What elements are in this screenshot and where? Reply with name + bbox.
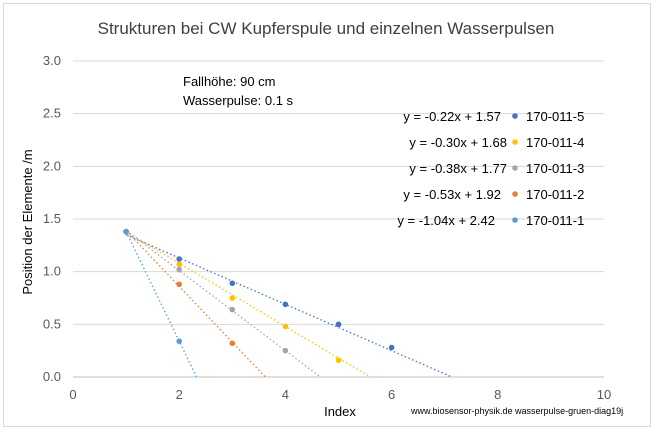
trendline-equation: y = -0.22x + 1.57 [403, 109, 501, 124]
legend-label: 170-011-5 [526, 109, 584, 124]
data-point-170-011-3 [176, 267, 182, 273]
x-axis-title: Index [324, 404, 356, 419]
legend-label: 170-011-1 [526, 213, 584, 228]
x-tick-label: 4 [282, 387, 289, 402]
data-point-170-011-1 [176, 338, 182, 344]
data-point-170-011-2 [230, 340, 236, 346]
y-tick-label: 1.0 [43, 264, 61, 279]
chart-frame: Strukturen bei CW Kupferspule und einzel… [3, 3, 651, 427]
data-point-170-011-5 [230, 280, 236, 286]
gridlines [73, 61, 604, 324]
y-tick-label: 0.0 [43, 369, 61, 384]
data-point-170-011-5 [283, 302, 289, 308]
y-tick-label: 3.0 [43, 53, 61, 68]
legend-label: 170-011-2 [526, 187, 584, 202]
chart-title: Strukturen bei CW Kupferspule und einzel… [98, 19, 555, 38]
y-tick-label: 2.5 [43, 106, 61, 121]
y-axis-title: Position der Elemente /m [20, 149, 35, 294]
legend-marker [512, 139, 518, 145]
legend-marker [512, 165, 518, 171]
chart-svg: Strukturen bei CW Kupferspule und einzel… [4, 4, 652, 428]
trendline-equation: y = -0.38x + 1.77 [409, 161, 507, 176]
data-point-170-011-5 [176, 256, 182, 262]
trendline-equation: y = -0.53x + 1.92 [403, 187, 501, 202]
annotation-fallhoehe: Fallhöhe: 90 cm [183, 74, 276, 89]
trendline-equations: y = -0.22x + 1.57 y = -0.30x + 1.68 y = -0… [397, 109, 507, 228]
legend-marker [512, 191, 518, 197]
data-point-170-011-4 [176, 261, 182, 267]
trendline-equation: y = -1.04x + 2.42 [397, 213, 495, 228]
data-point-170-011-3 [283, 348, 289, 354]
annotation-wasserpulse: Wasserpulse: 0.1 s [183, 93, 294, 108]
trendline-equation: y = -0.30x + 1.68 [409, 135, 507, 150]
data-point-170-011-1 [123, 229, 129, 235]
trendline-170-011-1 [126, 232, 196, 377]
y-tick-label: 1.5 [43, 211, 61, 226]
x-tick-label: 10 [597, 387, 611, 402]
legend-label: 170-011-4 [526, 135, 584, 150]
trendline-170-011-3 [126, 231, 320, 377]
trendline-170-011-2 [126, 231, 265, 377]
legend-marker [512, 217, 518, 223]
data-point-170-011-4 [230, 295, 236, 301]
data-point-170-011-5 [336, 322, 342, 328]
data-points [123, 229, 394, 363]
x-tick-label: 8 [494, 387, 501, 402]
y-tick-label: 0.5 [43, 316, 61, 331]
data-point-170-011-4 [336, 357, 342, 363]
trendlines [126, 231, 452, 377]
trendline-170-011-5 [126, 235, 452, 377]
x-tick-label: 6 [388, 387, 395, 402]
legend-label: 170-011-3 [526, 161, 584, 176]
legend: 170-011-5 170-011-4 170-011-3 170-011-2 170-… [512, 109, 584, 228]
y-tick-label: 2.0 [43, 158, 61, 173]
trendline-170-011-4 [126, 232, 370, 377]
data-point-170-011-3 [230, 307, 236, 313]
data-point-170-011-4 [283, 324, 289, 330]
credit-text: www.biosensor-physik.de wasserpulse-grue… [410, 406, 623, 416]
x-tick-label: 2 [176, 387, 183, 402]
data-point-170-011-2 [176, 282, 182, 288]
data-point-170-011-5 [389, 345, 395, 351]
legend-marker [512, 113, 518, 119]
x-tick-label: 0 [69, 387, 76, 402]
